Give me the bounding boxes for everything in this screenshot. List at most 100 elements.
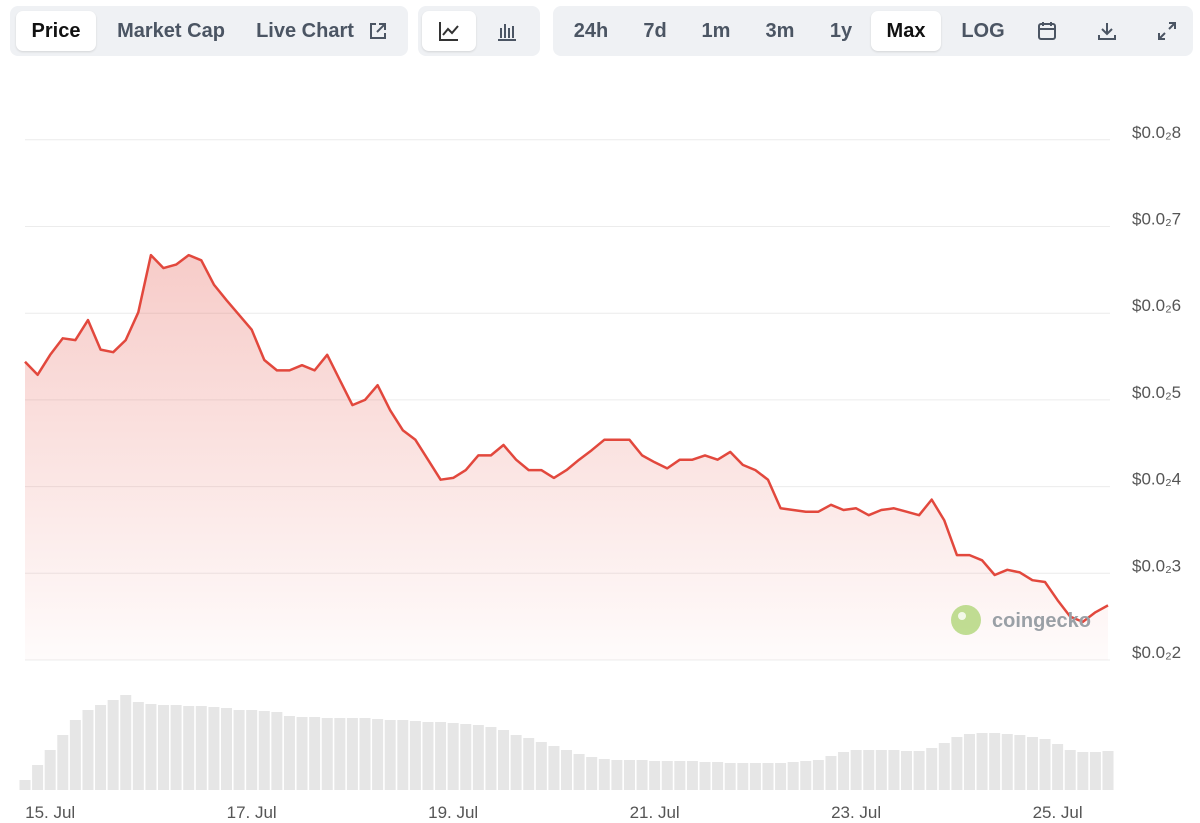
volume-bar xyxy=(838,752,850,790)
x-tick-label: 23. Jul xyxy=(831,803,881,822)
tab-button[interactable]: Market Cap xyxy=(117,20,225,42)
volume-bar xyxy=(1026,737,1038,790)
volume-bar xyxy=(775,763,787,790)
y-tick-label: $0.0₂7 xyxy=(1132,210,1181,229)
icon xyxy=(1158,22,1176,40)
volume-bar xyxy=(447,723,459,790)
volume-bar xyxy=(309,717,321,790)
volume-bar xyxy=(850,750,862,790)
volume-bar xyxy=(863,750,875,790)
range-button[interactable]: 1m xyxy=(701,20,731,42)
volume-bar xyxy=(951,737,963,790)
range-button[interactable]: 1y xyxy=(829,20,853,42)
volume-bar xyxy=(1089,752,1101,790)
line-icon xyxy=(439,22,459,41)
line-chart-button[interactable] xyxy=(422,11,476,51)
volume-bar xyxy=(132,702,144,790)
y-tick-label: $0.0₂4 xyxy=(1132,470,1181,489)
volume-bar xyxy=(195,706,207,790)
volume-bar xyxy=(749,763,761,790)
volume-bar xyxy=(334,718,346,790)
volume-bar xyxy=(107,700,119,790)
volume-bar xyxy=(283,716,295,790)
volume-bar xyxy=(498,730,510,790)
volume-bar xyxy=(963,734,975,790)
volume-bar xyxy=(44,750,56,790)
volume-bar xyxy=(598,759,610,790)
volume-bar xyxy=(158,705,170,790)
range-button[interactable]: 24h xyxy=(573,20,609,42)
volume-bar xyxy=(548,746,560,790)
y-tick-label: $0.0₂2 xyxy=(1132,643,1181,662)
volume-bar xyxy=(686,761,698,790)
candle-icon xyxy=(498,24,516,41)
volume-bar xyxy=(220,708,232,790)
price-line xyxy=(24,253,1109,624)
volume-bar xyxy=(346,718,358,790)
tab-button[interactable]: Live Chart xyxy=(256,20,354,42)
volume-bar xyxy=(69,720,81,790)
range-button[interactable]: 7d xyxy=(643,20,667,42)
volume-bar xyxy=(699,762,711,790)
volume-bar xyxy=(409,721,421,790)
range-button[interactable]: Max xyxy=(871,11,941,51)
y-tick-label: $0.0₂8 xyxy=(1132,123,1181,142)
volume-bar xyxy=(1001,734,1013,790)
volume-bar xyxy=(888,750,900,790)
volume-bar xyxy=(523,738,535,790)
calendar-button[interactable] xyxy=(1023,11,1071,51)
volume-bar xyxy=(724,763,736,790)
icon xyxy=(1038,22,1056,40)
download-button[interactable] xyxy=(1083,11,1131,51)
volume-bar xyxy=(586,757,598,790)
volume-bar xyxy=(913,751,925,790)
volume-bar xyxy=(712,762,724,790)
volume-bar xyxy=(435,722,447,790)
watermark: coingecko xyxy=(992,610,1091,632)
volume-bar xyxy=(95,705,107,790)
y-tick-label: $0.0₂3 xyxy=(1132,556,1181,575)
range-button[interactable]: 3m xyxy=(765,20,795,42)
volume-bar xyxy=(271,712,283,790)
volume-bar xyxy=(1014,735,1026,790)
volume-bar xyxy=(623,760,635,790)
volume-bar xyxy=(649,761,661,790)
volume-bar xyxy=(938,743,950,790)
volume-bar xyxy=(800,761,812,790)
volume-bar xyxy=(674,761,686,790)
volume-bar xyxy=(384,720,396,790)
volume-bar xyxy=(976,733,988,790)
volume-bar xyxy=(183,706,195,790)
tab-button[interactable]: Price xyxy=(16,11,96,51)
volume-bar xyxy=(510,735,522,790)
volume-bar xyxy=(561,750,572,790)
x-tick-label: 21. Jul xyxy=(630,803,680,822)
volume-bar xyxy=(321,718,333,790)
volume-bar xyxy=(19,780,31,790)
x-tick-label: 17. Jul xyxy=(227,803,277,822)
volume-bar xyxy=(535,742,547,790)
volume-bar xyxy=(1102,751,1114,790)
volume-bar xyxy=(875,750,887,790)
volume-bar xyxy=(1064,750,1076,790)
volume-bar xyxy=(485,727,497,790)
volume-bar xyxy=(296,717,308,790)
range-button[interactable]: LOG xyxy=(961,20,1005,42)
volume-bar xyxy=(32,765,44,790)
icon xyxy=(1098,23,1116,40)
volume-bar xyxy=(208,707,220,790)
candle-chart-button[interactable] xyxy=(480,11,534,51)
volume-bar xyxy=(120,695,132,790)
volume-bar xyxy=(372,719,384,790)
price-area xyxy=(25,255,1108,660)
volume-bar xyxy=(611,760,623,790)
logo-eye xyxy=(958,612,966,620)
volume-bar xyxy=(422,722,434,790)
volume-bar xyxy=(472,725,484,790)
fullscreen-button[interactable] xyxy=(1143,11,1191,51)
x-tick-label: 19. Jul xyxy=(428,803,478,822)
volume-bar xyxy=(661,761,673,790)
volume-bar xyxy=(233,710,245,790)
external-link-icon xyxy=(370,23,386,39)
